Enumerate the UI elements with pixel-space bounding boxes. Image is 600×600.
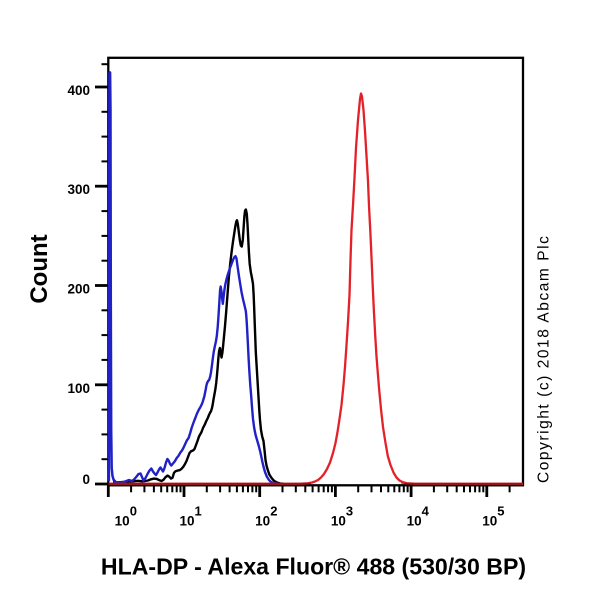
- svg-text:0: 0: [82, 472, 90, 487]
- svg-text:10: 10: [179, 514, 194, 529]
- svg-text:10: 10: [115, 514, 130, 529]
- svg-text:200: 200: [67, 282, 90, 297]
- svg-text:10: 10: [482, 514, 497, 529]
- svg-text:Copyright (c) 2018 Abcam Plc: Copyright (c) 2018 Abcam Plc: [535, 235, 552, 483]
- svg-text:100: 100: [67, 381, 90, 396]
- svg-text:3: 3: [346, 503, 353, 518]
- svg-text:400: 400: [67, 83, 90, 98]
- svg-text:5: 5: [497, 503, 504, 518]
- svg-text:10: 10: [255, 514, 270, 529]
- svg-text:HLA-DP - Alexa Fluor® 488 (530: HLA-DP - Alexa Fluor® 488 (530/30 BP): [101, 554, 526, 580]
- svg-text:2: 2: [270, 503, 277, 518]
- svg-text:0: 0: [130, 503, 137, 518]
- svg-text:10: 10: [407, 514, 422, 529]
- svg-text:10: 10: [331, 514, 346, 529]
- svg-text:Count: Count: [26, 234, 53, 303]
- svg-text:4: 4: [422, 503, 430, 518]
- svg-text:300: 300: [67, 182, 90, 197]
- svg-text:1: 1: [195, 503, 202, 518]
